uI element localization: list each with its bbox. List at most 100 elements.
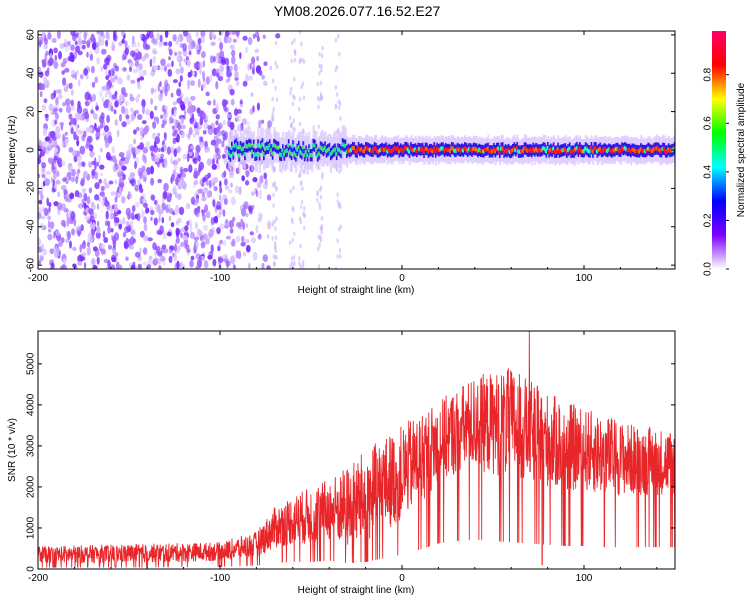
spectrogram-noise-mark [153, 105, 158, 111]
spectrogram-noise-mark [212, 199, 216, 208]
spectrogram-noise-mark [134, 251, 141, 258]
spectrogram-noise-mark [136, 51, 142, 60]
spectrogram-noise-mark [81, 44, 86, 50]
spectrogram-noise-mark [186, 35, 192, 43]
spectrogram-noise-mark [73, 131, 77, 141]
spectrogram-noise-mark [241, 236, 245, 242]
spectrogram-band-core [672, 146, 675, 151]
spectrogram-noise-mark [111, 40, 114, 47]
spectrogram-noise-mark [51, 162, 55, 171]
spectrogram-streak-mark [318, 242, 321, 248]
spectrogram-noise-mark [84, 100, 90, 107]
spectrogram-x-label: Height of straight line (km) [298, 285, 415, 296]
spectrogram-noise-mark [38, 82, 43, 91]
spectrogram-noise-mark [100, 185, 105, 192]
spectrogram-noise-mark [202, 212, 206, 222]
spectrogram-streak-mark [317, 104, 320, 110]
spectrogram-noise-mark [239, 52, 242, 60]
spectrogram-noise-mark [260, 213, 263, 220]
spectrogram-noise-mark [139, 196, 143, 205]
spectrogram-noise-mark [236, 109, 242, 114]
spectrogram-noise-mark [186, 220, 190, 226]
spectrogram-noise-mark [100, 243, 105, 250]
spectrogram-noise-mark [52, 179, 55, 186]
spectrogram-streak-mark [291, 206, 295, 211]
spectrogram-noise-mark [92, 264, 98, 269]
spectrogram-noise-mark [150, 165, 154, 175]
spectrogram-noise-mark [159, 156, 164, 163]
spectrogram-noise-mark [49, 221, 55, 230]
colorbar-tick-label: 0.2 [703, 213, 714, 227]
spectrogram-noise-mark [245, 180, 250, 186]
spectrogram-noise-mark [212, 176, 219, 184]
spectrogram-noise-mark [130, 228, 136, 237]
spectrogram-noise-mark [226, 107, 229, 112]
spectrogram-noise-mark [47, 220, 51, 229]
spectrogram-noise-mark [218, 207, 223, 216]
spectrogram-noise-mark [166, 63, 171, 68]
spectrogram-noise-mark [173, 185, 177, 191]
spectrogram-noise-mark [94, 248, 100, 258]
spectrogram-streak-mark [318, 70, 321, 76]
spectrogram-noise-mark [179, 75, 183, 82]
spectrogram-noise-mark [71, 168, 76, 177]
spectrogram-noise-mark [114, 163, 119, 171]
colorbar-tick-label: 0.0 [703, 262, 714, 276]
spectrogram-noise-mark [77, 100, 81, 109]
spectrogram-noise-mark [177, 122, 182, 132]
spectrogram-noise-mark [153, 199, 158, 206]
spectrogram-noise-mark [124, 47, 129, 56]
spectrogram-noise-mark [186, 248, 191, 253]
spectrogram-noise-mark [105, 39, 109, 47]
spectrogram-noise-mark [251, 56, 256, 65]
spectrogram-noise-mark [100, 66, 104, 72]
spectrogram-noise-mark [156, 31, 160, 39]
spectrogram-noise-mark [107, 259, 111, 269]
spectrogram-streak-mark [302, 260, 305, 265]
spectrogram-streak-mark [292, 185, 295, 191]
spectrogram-noise-mark [105, 31, 110, 40]
spectrogram-streak-mark [336, 92, 339, 97]
spectrogram-noise-mark [198, 254, 202, 264]
spectrogram-noise-mark [224, 185, 230, 191]
spectrogram-noise-mark [142, 247, 148, 255]
spectrogram-noise-mark [72, 246, 77, 251]
spectrogram-noise-mark [183, 167, 189, 173]
spectrogram-noise-mark [197, 78, 201, 88]
spectrogram-noise-mark [193, 167, 198, 175]
spectrogram-noise-mark [172, 137, 176, 145]
spectrogram-noise-mark [190, 95, 196, 101]
spectrogram-noise-mark [141, 105, 145, 115]
spectrogram-noise-mark [189, 231, 195, 239]
spectrogram-noise-mark [139, 33, 143, 40]
spectrogram-noise-mark [215, 120, 219, 126]
spectrogram-noise-mark [50, 176, 53, 183]
spectrogram-noise-mark [48, 57, 54, 66]
spectrogram-noise-mark [198, 161, 204, 171]
spectrogram-noise-mark [240, 218, 244, 227]
spectrogram-noise-mark [61, 219, 66, 227]
spectrogram-noise-mark [161, 202, 166, 211]
spectrogram-noise-mark [133, 129, 137, 135]
spectrogram-noise-mark [164, 79, 169, 89]
spectrogram-noise-mark [152, 242, 157, 251]
spectrogram-streak-mark [299, 264, 303, 269]
spectrogram-noise-mark [170, 92, 174, 98]
spectrogram-noise-mark [167, 68, 173, 77]
spectrogram-streak-mark [298, 256, 301, 261]
spectrogram-noise-mark [170, 222, 175, 228]
spectrogram-noise-mark [112, 235, 117, 244]
spectrogram-noise-mark [114, 99, 119, 108]
spectrogram-noise-mark [176, 97, 182, 104]
spectrogram-noise-mark [55, 245, 58, 251]
spectrogram-streak-mark [272, 192, 275, 198]
spectrogram-noise-mark [266, 234, 270, 239]
spectrogram-noise-mark [209, 74, 213, 83]
spectrogram-noise-mark [196, 50, 201, 55]
spectrogram-noise-mark [195, 144, 201, 153]
spectrogram-noise-mark [116, 129, 120, 138]
spectrogram-noise-mark [181, 180, 187, 189]
spectrogram-noise-mark [161, 217, 165, 224]
chart-title: YM08.2026.077.16.52.E27 [274, 3, 441, 19]
